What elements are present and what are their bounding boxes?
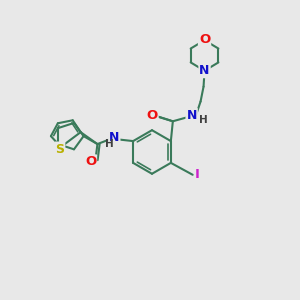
Text: O: O <box>146 109 158 122</box>
Text: O: O <box>199 33 210 46</box>
Text: N: N <box>109 130 119 144</box>
Text: H: H <box>105 139 114 149</box>
Text: S: S <box>55 142 64 155</box>
Text: I: I <box>195 168 200 181</box>
Text: N: N <box>187 109 197 122</box>
Text: O: O <box>85 155 96 168</box>
Text: H: H <box>199 115 207 125</box>
Text: N: N <box>200 64 210 77</box>
